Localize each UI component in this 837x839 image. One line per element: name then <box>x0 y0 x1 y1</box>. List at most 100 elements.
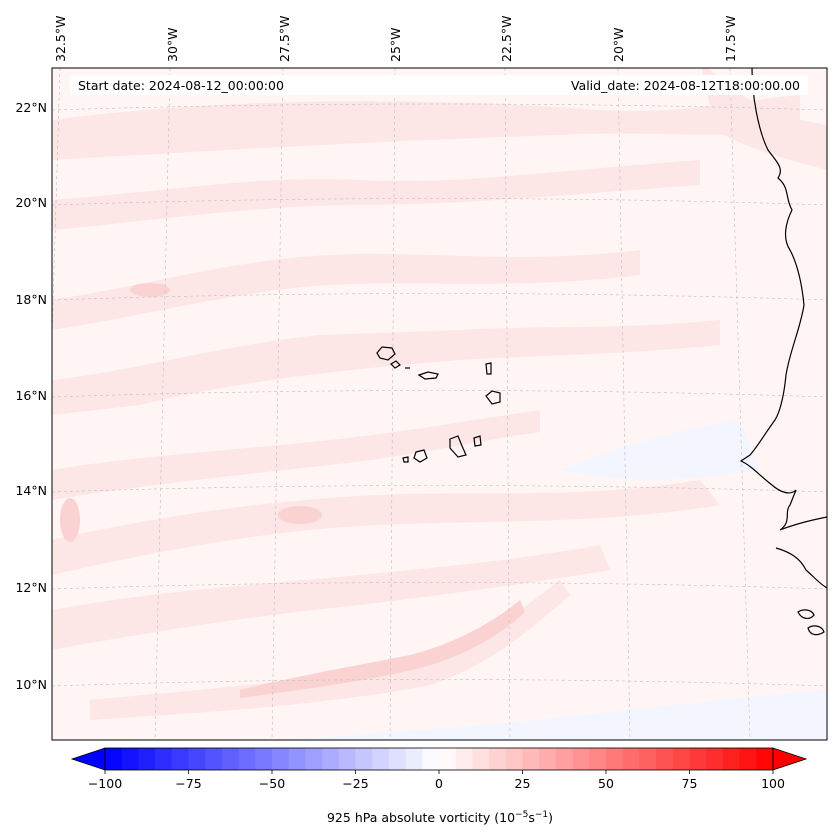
lat-label-22: 22°N <box>15 100 47 115</box>
map-frame <box>51 67 828 741</box>
colorbar-cell <box>422 748 440 770</box>
gridline-lon-17-5 <box>729 68 751 740</box>
island-santiago <box>449 435 467 458</box>
colorbar-cell <box>622 748 640 770</box>
colorbar-tick-label: 50 <box>598 776 614 791</box>
vorticity-field <box>52 68 827 740</box>
colorbar-cell <box>505 748 523 770</box>
colorbar-cell <box>138 748 156 770</box>
colorbar-tick-label: 100 <box>761 776 785 791</box>
colorbar-cell <box>338 748 356 770</box>
field-band-mid-3 <box>52 410 540 500</box>
island-sao-vicente <box>390 360 401 369</box>
colorbar-cell <box>672 748 690 770</box>
colorbar-label-prefix: 925 hPa absolute vorticity (10 <box>327 810 515 825</box>
colorbar-cell <box>439 748 457 770</box>
date-label-bar <box>70 75 808 95</box>
colorbar-cell <box>606 748 624 770</box>
colorbar-cell <box>121 748 139 770</box>
island-bissagos-2 <box>807 625 825 636</box>
lon-label-25: 25°W <box>388 27 403 62</box>
colorbar-cell <box>355 748 373 770</box>
field-spot-northwest <box>130 283 170 297</box>
lat-label-14: 14°N <box>15 483 47 498</box>
gridline-lat-22 <box>52 103 827 111</box>
lat-label-16: 16°N <box>15 388 47 403</box>
field-band-north-1 <box>52 95 800 160</box>
colorbar-cell <box>255 748 273 770</box>
field-blue-east <box>560 420 760 480</box>
island-boa-vista <box>485 390 501 405</box>
field-band-south-3 <box>90 580 570 720</box>
field-blue-south <box>280 690 827 740</box>
colorbar-cell <box>322 748 340 770</box>
colorbar-cell <box>272 748 290 770</box>
gridline-lon-20 <box>617 68 631 740</box>
lat-label-18: 18°N <box>15 292 47 307</box>
colorbar-tick-label: 75 <box>682 776 698 791</box>
colorbar-cell <box>639 748 657 770</box>
gridline-lon-30 <box>154 68 171 740</box>
gridline-lon-22-5 <box>504 68 511 740</box>
colorbar-cell <box>155 748 173 770</box>
colorbar-extend-right <box>772 747 808 771</box>
colorbar-cell <box>221 748 239 770</box>
colorbar-cell <box>455 748 473 770</box>
colorbar-tick-label: 25 <box>515 776 531 791</box>
colorbar-cells <box>105 748 774 770</box>
field-band-mid-2 <box>52 320 720 415</box>
colorbar-cell <box>188 748 206 770</box>
island-sao-nicolau <box>417 371 439 380</box>
africa-coast-south <box>775 547 827 589</box>
colorbar-cell <box>539 748 557 770</box>
coastlines <box>376 68 827 636</box>
africa-coast <box>739 68 827 531</box>
lat-label-12: 12°N <box>15 580 47 595</box>
gridline-lat-10 <box>52 679 827 687</box>
lon-label-20: 20°W <box>611 27 626 62</box>
colorbar-cell <box>555 748 573 770</box>
gridline-lat-12 <box>52 582 827 590</box>
colorbar-cell <box>689 748 707 770</box>
island-sal <box>485 362 492 375</box>
colorbar-cell <box>722 748 740 770</box>
longitude-labels: 32.5°W 30°W 27.5°W 25°W 22.5°W 20°W 17.5… <box>53 16 738 62</box>
colorbar-cell <box>739 748 757 770</box>
colorbar-tick-label: 0 <box>435 776 443 791</box>
start-date-label: Start date: 2024-08-12_00:00:00 <box>78 78 284 93</box>
colorbar-cell <box>305 748 323 770</box>
colorbar-extend-left <box>70 747 106 771</box>
lon-label-17-5: 17.5°W <box>723 16 738 62</box>
field-band-south-1 <box>52 480 720 575</box>
colorbar-cell <box>405 748 423 770</box>
field-streak-south <box>240 600 525 698</box>
map-panel: Start date: 2024-08-12_00:00:00 Valid_da… <box>15 16 828 741</box>
colorbar-label: 925 hPa absolute vorticity (10−5s−1) <box>327 810 553 825</box>
island-maio <box>473 435 482 447</box>
island-bissagos-1 <box>797 609 815 619</box>
colorbar-cell <box>205 748 223 770</box>
colorbar-cell <box>388 748 406 770</box>
island-brava <box>402 456 409 463</box>
colorbar-cell <box>372 748 390 770</box>
gridline-lat-20 <box>52 198 827 206</box>
colorbar-tick-label: −100 <box>88 776 122 791</box>
colorbar-cell <box>171 748 189 770</box>
colorbar-tick-label: −75 <box>175 776 201 791</box>
colorbar-cell <box>238 748 256 770</box>
island-santo-antao <box>376 346 396 361</box>
lon-label-22-5: 22.5°W <box>499 16 514 62</box>
gridline-lat-18 <box>52 293 827 301</box>
lon-label-32-5: 32.5°W <box>53 16 68 62</box>
colorbar-ticks: −100 −75 −50 −25 0 25 50 75 100 <box>88 770 785 791</box>
colorbar-cell <box>572 748 590 770</box>
colorbar-label-suffix: ) <box>548 810 553 825</box>
gridline-lat-16 <box>52 390 827 398</box>
lat-label-10: 10°N <box>15 677 47 692</box>
colorbar-cell <box>105 748 123 770</box>
colorbar-cell <box>472 748 490 770</box>
colorbar-cell <box>756 748 774 770</box>
colorbar-tick-label: −50 <box>259 776 285 791</box>
colorbar-label-exp2: −1 <box>535 810 548 820</box>
